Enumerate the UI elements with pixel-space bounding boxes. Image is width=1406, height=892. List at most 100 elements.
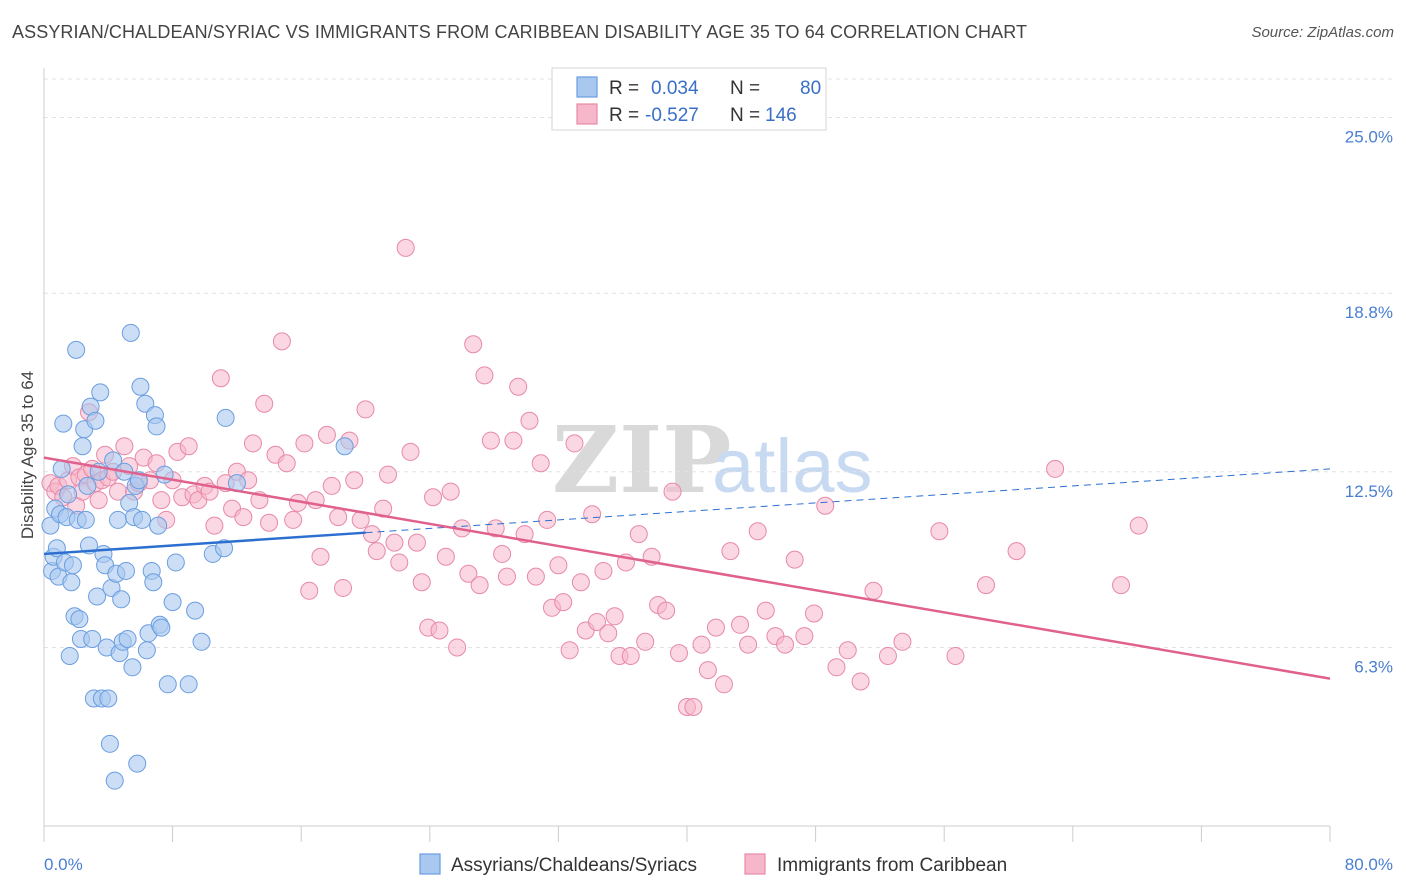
caribbean-point xyxy=(605,607,624,626)
assyrian-point xyxy=(131,377,150,396)
assyrian-point xyxy=(78,476,97,495)
caribbean-point xyxy=(504,431,523,450)
legend-n-label-2: N = xyxy=(730,105,760,126)
caribbean-point xyxy=(785,550,804,569)
caribbean-point xyxy=(493,544,512,563)
caribbean-point xyxy=(475,366,494,385)
caribbean-point xyxy=(663,482,682,501)
caribbean-point xyxy=(657,601,676,620)
assyrian-point xyxy=(100,734,119,753)
assyrian-point xyxy=(123,658,142,677)
caribbean-point xyxy=(329,508,348,527)
assyrian-point xyxy=(88,587,107,606)
caribbean-point xyxy=(115,437,134,456)
assyrian-point xyxy=(179,675,198,694)
legend-swatch-blue xyxy=(576,76,598,98)
caribbean-point xyxy=(448,638,467,657)
caribbean-point xyxy=(424,488,443,507)
axes xyxy=(43,68,1331,842)
assyrian-point xyxy=(63,556,82,575)
assyrian-point xyxy=(149,516,168,535)
caribbean-point xyxy=(851,672,870,691)
caribbean-point xyxy=(317,425,336,444)
assyrian-point xyxy=(118,629,137,648)
caribbean-point xyxy=(684,697,703,716)
caribbean-point xyxy=(930,522,949,541)
y-axis-title: Disability Age 35 to 64 xyxy=(18,371,37,539)
caribbean-trend-line xyxy=(43,456,1331,680)
caribbean-point xyxy=(629,525,648,544)
caribbean-point xyxy=(430,621,449,640)
watermark-atlas: atlas xyxy=(712,424,873,509)
caribbean-point xyxy=(333,578,352,597)
caribbean-point xyxy=(260,513,279,532)
legend-r-label-2: R = xyxy=(609,105,639,126)
caribbean-point xyxy=(526,567,545,586)
caribbean-point xyxy=(464,335,483,354)
legend-frame xyxy=(551,67,827,131)
caribbean-point xyxy=(520,411,539,430)
caribbean-point xyxy=(89,491,108,510)
assyrian-point xyxy=(137,641,156,660)
caribbean-point xyxy=(509,377,528,396)
caribbean-point xyxy=(459,564,478,583)
caribbean-point xyxy=(481,431,500,450)
assyrian-point xyxy=(215,539,234,558)
caribbean-point xyxy=(554,593,573,612)
caribbean-point xyxy=(243,434,262,453)
assyrian-point xyxy=(54,414,73,433)
gridlines xyxy=(44,78,1392,648)
caribbean-point xyxy=(1046,459,1065,478)
caribbean-point xyxy=(205,516,224,535)
caribbean-point xyxy=(412,573,431,592)
y-tick-label: 6.3% xyxy=(1354,657,1393,676)
caribbean-point xyxy=(436,547,455,566)
assyrian-point xyxy=(192,632,211,651)
caribbean-point xyxy=(401,442,420,461)
caribbean-point xyxy=(211,369,230,388)
caribbean-point xyxy=(692,635,711,654)
y-tick-label: 12.5% xyxy=(1345,482,1393,501)
caribbean-point xyxy=(152,491,171,510)
caribbean-point xyxy=(698,661,717,680)
caribbean-point xyxy=(893,632,912,651)
caribbean-point xyxy=(599,624,618,643)
bottom-legend-label-1: Assyrians/Chaldeans/Syriacs xyxy=(451,855,697,876)
caribbean-point xyxy=(739,635,758,654)
caribbean-point xyxy=(396,238,415,257)
assyrian-points xyxy=(41,323,354,790)
caribbean-point xyxy=(594,561,613,580)
x-tick-label-max: 80.0% xyxy=(1345,855,1393,874)
caribbean-point xyxy=(714,675,733,694)
caribbean-point xyxy=(284,510,303,529)
caribbean-point xyxy=(356,400,375,419)
caribbean-point xyxy=(179,437,198,456)
caribbean-point xyxy=(345,471,364,490)
assyrian-point xyxy=(216,408,235,427)
assyrian-point xyxy=(128,754,147,773)
caribbean-point xyxy=(878,646,897,665)
assyrian-point xyxy=(67,340,86,359)
assyrian-point xyxy=(163,593,182,612)
caribbean-point xyxy=(277,454,296,473)
caribbean-point xyxy=(795,627,814,646)
assyrian-point xyxy=(76,510,95,529)
caribbean-point xyxy=(531,454,550,473)
caribbean-point xyxy=(946,646,965,665)
caribbean-point xyxy=(731,615,750,634)
watermark-zip: ZIP xyxy=(552,406,731,514)
y-tick-label: 25.0% xyxy=(1345,128,1393,147)
chart-title: ASSYRIAN/CHALDEAN/SYRIAC VS IMMIGRANTS F… xyxy=(12,22,1028,42)
x-tick-labels: 0.0% 80.0% xyxy=(44,855,1393,874)
caribbean-point xyxy=(538,510,557,529)
assyrian-point xyxy=(108,510,127,529)
legend-r-label-1: R = xyxy=(609,78,639,99)
caribbean-point xyxy=(816,496,835,515)
caribbean-point xyxy=(1129,516,1148,535)
caribbean-point xyxy=(385,533,404,552)
caribbean-point xyxy=(362,525,381,544)
caribbean-point xyxy=(300,581,319,600)
caribbean-point xyxy=(379,465,398,484)
assyrian-point xyxy=(52,459,71,478)
